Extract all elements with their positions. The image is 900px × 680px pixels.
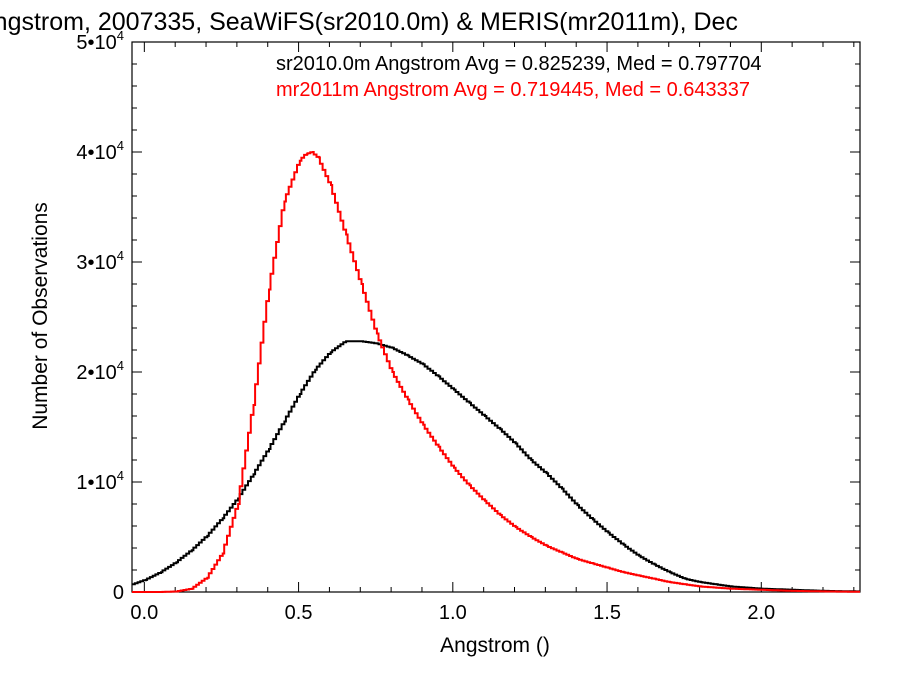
y-tick-label: 2•104 <box>76 358 124 384</box>
annotation-red-series: mr2011m Angstrom Avg = 0.719445, Med = 0… <box>276 79 750 101</box>
x-tick-label: 1.5 <box>593 602 621 624</box>
y-tick-label: 1•104 <box>76 468 124 494</box>
plot-frame <box>131 41 861 593</box>
x-tick-label: 2.0 <box>747 602 775 624</box>
x-tick-label: 0.0 <box>130 602 158 624</box>
series-line-0 <box>132 340 860 593</box>
y-tick-label: 4•104 <box>76 138 124 164</box>
x-axis-label: Angstrom () <box>440 634 550 657</box>
x-tick-label: 0.5 <box>285 602 313 624</box>
y-tick-label: 3•104 <box>76 248 124 274</box>
series-line-1 <box>132 151 861 593</box>
annotation-black-series: sr2010.0m Angstrom Avg = 0.825239, Med =… <box>276 53 762 75</box>
axes: 0.0 0.5 1.0 1.5 2.0 0 1•104 2•104 3•104 4•104 5•10… <box>76 28 861 624</box>
x-tick-label: 1.0 <box>439 602 467 624</box>
y-axis-label: Number of Observations <box>29 202 52 430</box>
series-layer <box>132 151 861 593</box>
y-tick-label: 5•104 <box>76 28 124 54</box>
chart-title: Angstrom, 2007335, SeaWiFS(sr2010.0m) & … <box>0 8 738 36</box>
y-tick-label: 0 <box>113 582 124 604</box>
